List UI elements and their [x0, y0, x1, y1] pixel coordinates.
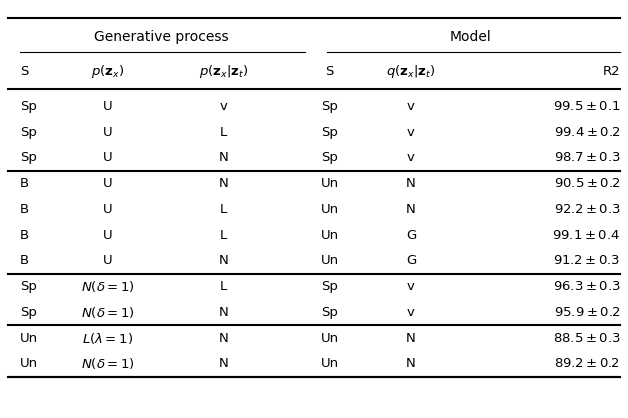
Text: Sp: Sp: [20, 100, 37, 113]
Text: $q(\mathbf{z}_x|\mathbf{z}_t)$: $q(\mathbf{z}_x|\mathbf{z}_t)$: [386, 63, 436, 80]
Text: L: L: [220, 229, 227, 242]
Text: U: U: [103, 151, 112, 164]
Text: U: U: [103, 203, 112, 216]
Text: Sp: Sp: [20, 280, 37, 293]
Text: N: N: [406, 331, 416, 344]
Text: R2: R2: [603, 65, 620, 78]
Text: B: B: [20, 255, 30, 268]
Text: Un: Un: [320, 255, 338, 268]
Text: B: B: [20, 203, 30, 216]
Text: Sp: Sp: [321, 126, 338, 139]
Text: Sp: Sp: [321, 306, 338, 319]
Text: G: G: [406, 255, 416, 268]
Text: Un: Un: [320, 331, 338, 344]
Text: Un: Un: [20, 357, 38, 370]
Text: N: N: [219, 306, 228, 319]
Text: N: N: [219, 255, 228, 268]
Text: S: S: [325, 65, 334, 78]
Text: Un: Un: [320, 229, 338, 242]
Text: Un: Un: [320, 203, 338, 216]
Text: v: v: [407, 126, 415, 139]
Text: Model: Model: [450, 30, 491, 44]
Text: B: B: [20, 177, 30, 190]
Text: $98.7 \pm 0.3$: $98.7 \pm 0.3$: [553, 151, 620, 164]
Text: U: U: [103, 177, 112, 190]
Text: v: v: [407, 306, 415, 319]
Text: N: N: [219, 177, 228, 190]
Text: Un: Un: [320, 357, 338, 370]
Text: U: U: [103, 126, 112, 139]
Text: Generative process: Generative process: [94, 30, 228, 44]
Text: L: L: [220, 126, 227, 139]
Text: $99.1 \pm 0.4$: $99.1 \pm 0.4$: [552, 229, 620, 242]
Text: $95.9 \pm 0.2$: $95.9 \pm 0.2$: [553, 306, 620, 319]
Text: U: U: [103, 100, 112, 113]
Text: $N(\delta=1)$: $N(\delta=1)$: [81, 279, 134, 294]
Text: v: v: [219, 100, 227, 113]
Text: $p(\mathbf{z}_x|\mathbf{z}_t)$: $p(\mathbf{z}_x|\mathbf{z}_t)$: [198, 63, 248, 80]
Text: v: v: [407, 151, 415, 164]
Text: Sp: Sp: [20, 151, 37, 164]
Text: N: N: [219, 331, 228, 344]
Text: $L(\lambda=1)$: $L(\lambda=1)$: [82, 331, 133, 346]
Text: Sp: Sp: [20, 126, 37, 139]
Text: $88.5 \pm 0.3$: $88.5 \pm 0.3$: [553, 331, 620, 344]
Text: $92.2 \pm 0.3$: $92.2 \pm 0.3$: [553, 203, 620, 216]
Text: $N(\delta=1)$: $N(\delta=1)$: [81, 357, 134, 371]
Text: $N(\delta=1)$: $N(\delta=1)$: [81, 305, 134, 320]
Text: Sp: Sp: [321, 151, 338, 164]
Text: N: N: [406, 177, 416, 190]
Text: N: N: [406, 357, 416, 370]
Text: $96.3 \pm 0.3$: $96.3 \pm 0.3$: [553, 280, 620, 293]
Text: B: B: [20, 229, 30, 242]
Text: Sp: Sp: [321, 100, 338, 113]
Text: $99.5 \pm 0.1$: $99.5 \pm 0.1$: [553, 100, 620, 113]
Text: $p(\mathbf{z}_x)$: $p(\mathbf{z}_x)$: [91, 63, 124, 80]
Text: U: U: [103, 255, 112, 268]
Text: v: v: [407, 100, 415, 113]
Text: Un: Un: [20, 331, 38, 344]
Text: Un: Un: [320, 177, 338, 190]
Text: N: N: [406, 203, 416, 216]
Text: v: v: [407, 280, 415, 293]
Text: N: N: [219, 357, 228, 370]
Text: L: L: [220, 203, 227, 216]
Text: L: L: [220, 280, 227, 293]
Text: G: G: [406, 229, 416, 242]
Text: Sp: Sp: [321, 280, 338, 293]
Text: U: U: [103, 229, 112, 242]
Text: $99.4 \pm 0.2$: $99.4 \pm 0.2$: [553, 126, 620, 139]
Text: N: N: [219, 151, 228, 164]
Text: $89.2 \pm 0.2$: $89.2 \pm 0.2$: [555, 357, 620, 370]
Text: $90.5 \pm 0.2$: $90.5 \pm 0.2$: [553, 177, 620, 190]
Text: $91.2 \pm 0.3$: $91.2 \pm 0.3$: [553, 255, 620, 268]
Text: Sp: Sp: [20, 306, 37, 319]
Text: S: S: [20, 65, 28, 78]
